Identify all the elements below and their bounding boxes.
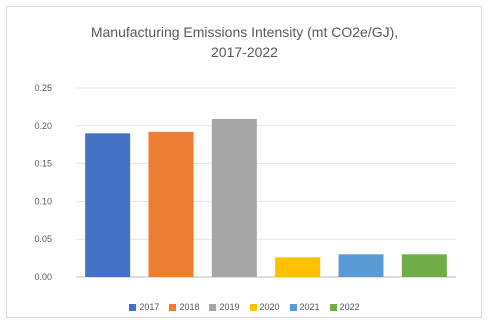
y-tick-label: 0.00 <box>34 272 52 282</box>
bar-2017 <box>85 133 131 277</box>
chart-title: Manufacturing Emissions Intensity (mt CO… <box>0 22 489 62</box>
legend-label: 2020 <box>259 302 280 312</box>
legend-label: 2019 <box>219 302 240 312</box>
y-tick-label: 0.25 <box>34 83 52 93</box>
legend-swatch <box>289 303 297 311</box>
chart-legend: 2017 2018 2019 2020 2021 2022 <box>0 302 489 312</box>
y-tick-label: 0.20 <box>34 121 52 131</box>
bar-2020 <box>275 257 321 277</box>
bar-2022 <box>401 254 447 277</box>
legend-item-2018: 2018 <box>169 302 199 312</box>
chart-title-line2: 2017-2022 <box>211 44 278 60</box>
bar-2021 <box>338 254 384 277</box>
legend-label: 2021 <box>299 302 320 312</box>
legend-label: 2018 <box>179 302 200 312</box>
y-tick-label: 0.10 <box>34 196 52 206</box>
legend-label: 2017 <box>139 302 160 312</box>
legend-item-2021: 2021 <box>289 302 320 312</box>
legend-swatch <box>209 303 217 311</box>
chart-title-line1: Manufacturing Emissions Intensity (mt CO… <box>90 24 399 40</box>
legend-swatch <box>329 303 337 311</box>
bar-2018 <box>148 131 194 277</box>
bar-2019 <box>211 118 257 277</box>
legend-item-2019: 2019 <box>209 302 240 312</box>
legend-swatch <box>249 303 257 311</box>
legend-swatch <box>169 303 177 311</box>
legend-swatch <box>129 303 137 311</box>
legend-item-2017: 2017 <box>129 302 159 312</box>
y-tick-label: 0.15 <box>34 159 52 169</box>
legend-label: 2022 <box>339 302 360 312</box>
y-tick-label: 0.05 <box>34 234 52 244</box>
legend-item-2022: 2022 <box>329 302 360 312</box>
legend-item-2020: 2020 <box>249 302 280 312</box>
